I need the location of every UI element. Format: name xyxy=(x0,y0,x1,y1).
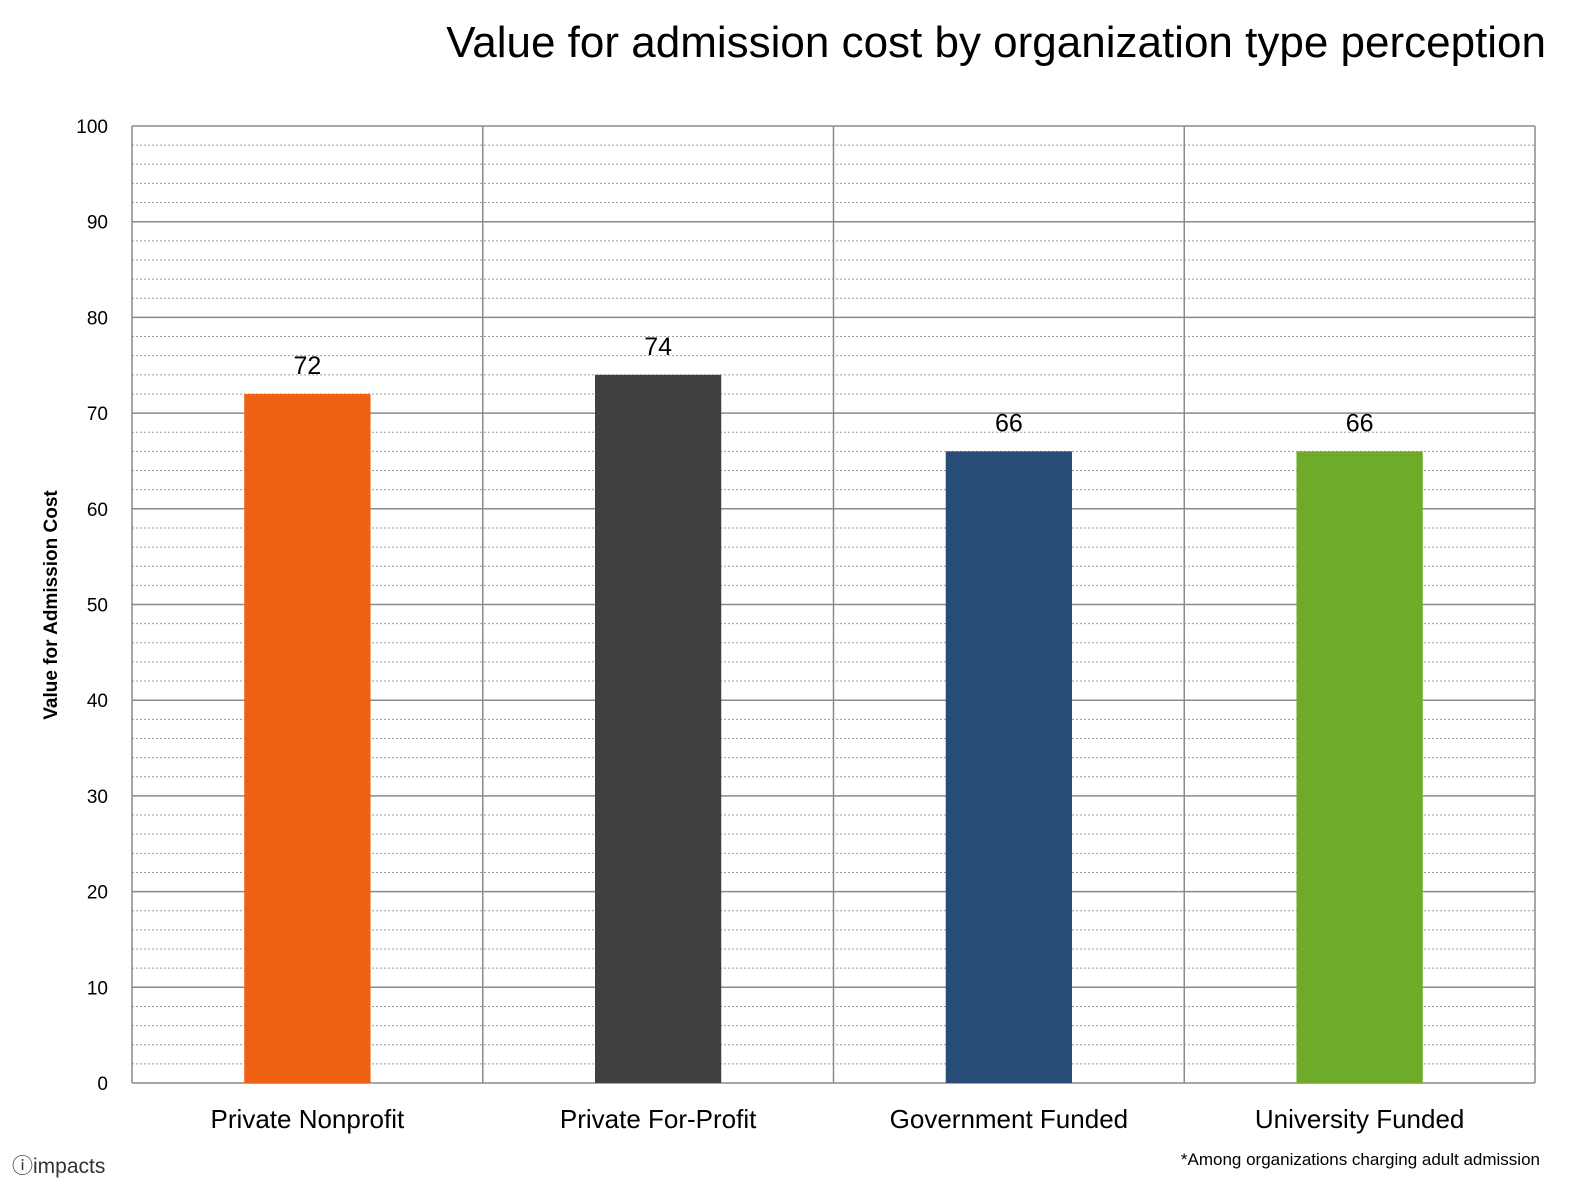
bar-private-for-profit xyxy=(594,374,722,1083)
x-tick-label: Government Funded xyxy=(890,1104,1128,1134)
data-label: 74 xyxy=(644,333,672,361)
y-tick-label: 20 xyxy=(87,883,108,904)
impacts-logo: ⓘimpacts xyxy=(12,1150,105,1180)
bar-private-nonprofit xyxy=(244,393,371,1084)
y-axis-label: Value for Admission Cost xyxy=(41,490,62,720)
y-tick-label: 0 xyxy=(97,1074,108,1095)
y-tick-label: 90 xyxy=(87,213,108,234)
y-tick-label: 80 xyxy=(87,308,108,329)
chart-title: Value for admission cost by organization… xyxy=(446,18,1546,67)
y-tick-label: 40 xyxy=(87,691,108,712)
footnote: *Among organizations charging adult admi… xyxy=(1180,1150,1540,1169)
labels: 0 10 20 30 40 50 60 70 80 90 100 72 Private Nonprofi… xyxy=(76,117,1464,1134)
bars xyxy=(244,374,1423,1084)
x-tick-label: University Funded xyxy=(1255,1104,1465,1134)
x-tick-label: Private For-Profit xyxy=(560,1104,757,1134)
y-tick-label: 10 xyxy=(87,978,108,999)
info-icon: ⓘ xyxy=(12,1155,33,1178)
bar-university-funded xyxy=(1296,451,1423,1083)
y-tick-label: 60 xyxy=(87,500,108,521)
y-tick-label: 50 xyxy=(87,596,108,617)
y-tick-label: 70 xyxy=(87,404,108,425)
bar-government-funded xyxy=(945,451,1073,1083)
data-label: 66 xyxy=(995,409,1023,437)
data-label: 66 xyxy=(1346,409,1374,437)
y-tick-label: 30 xyxy=(87,787,108,808)
x-tick-label: Private Nonprofit xyxy=(211,1104,405,1134)
data-label: 72 xyxy=(293,352,321,380)
y-tick-label: 100 xyxy=(76,117,108,138)
logo-text: impacts xyxy=(33,1155,106,1178)
